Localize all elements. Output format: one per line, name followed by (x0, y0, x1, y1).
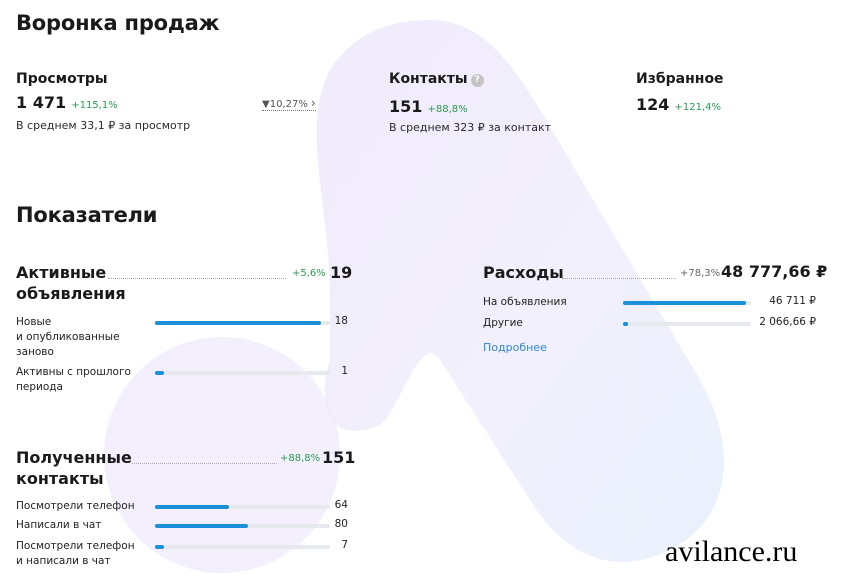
label-line: Написали в чат (16, 519, 102, 531)
label-line: и написали в чат (16, 555, 111, 567)
contacts-change: +88,8% (427, 104, 468, 115)
progress-bar (155, 505, 330, 509)
received-contacts-change: +88,8% (280, 453, 321, 464)
favorites-change: +121,4% (674, 102, 722, 113)
favorites-stat: 124 +121,4% (636, 95, 721, 114)
indicators-title: Показатели (16, 203, 158, 227)
views-label: Просмотры (16, 71, 108, 87)
received-contacts-title-line2: контакты (16, 469, 104, 488)
watermark: avilance.ru (665, 535, 798, 568)
progress-fill (623, 301, 746, 305)
views-value: 1 471 (16, 93, 67, 112)
dotted-leader (108, 278, 286, 279)
progress-bar (623, 322, 751, 326)
contacts-avg: В среднем 323 ₽ за контакт (389, 121, 552, 134)
label-line: Новые (16, 316, 52, 328)
contacts-label: Контакты (389, 71, 468, 87)
expenses-title: Расходы (483, 263, 564, 282)
conversion-value: 10,27% (269, 99, 308, 110)
label-line: и опубликованные (16, 331, 120, 343)
received-contacts-title-line1: Полученные (16, 448, 132, 467)
row-new-label: Новые и опубликованные заново (16, 315, 120, 360)
progress-bar (155, 524, 330, 528)
views-avg: В среднем 33,1 ₽ за просмотр (16, 119, 191, 132)
row-both-value: 7 (341, 539, 348, 551)
received-contacts-title: Полученные контакты (16, 447, 132, 489)
label-line: заново (16, 346, 54, 358)
expense-ads-value: 46 711 ₽ (769, 295, 816, 307)
label-line: Посмотрели телефон (16, 500, 135, 512)
contacts-value: 151 (389, 97, 423, 116)
label-line: периода (16, 381, 63, 393)
progress-bar (155, 545, 330, 549)
dotted-leader (562, 278, 676, 279)
label-line: Посмотрели телефон (16, 540, 135, 552)
active-ads-title-line1: Активные (16, 263, 107, 282)
expenses-value: 48 777,66 ₽ (721, 262, 828, 281)
received-contacts-value: 151 (322, 448, 356, 467)
label-line: Активны с прошлого (16, 366, 131, 378)
active-ads-title: Активные объявления (16, 262, 126, 304)
funnel-title: Воронка продаж (16, 11, 220, 35)
row-chat-value: 80 (334, 518, 348, 530)
views-stat: 1 471 +115,1% (16, 93, 118, 112)
progress-fill (155, 321, 322, 325)
more-details-link[interactable]: Подробнее (483, 341, 547, 354)
progress-bar (155, 321, 330, 325)
favorites-label: Избранное (636, 71, 724, 87)
row-both-label: Посмотрели телефон и написали в чат (16, 539, 135, 569)
row-new-value: 18 (334, 315, 348, 327)
expense-other-value: 2 066,66 ₽ (759, 316, 816, 328)
progress-fill (155, 505, 229, 509)
progress-bar (623, 301, 751, 305)
progress-fill (155, 524, 248, 528)
contacts-label-row: Контакты? (389, 71, 484, 87)
row-chat-label: Написали в чат (16, 518, 101, 533)
progress-fill (623, 322, 629, 326)
progress-bar (155, 371, 330, 375)
progress-fill (155, 371, 164, 375)
help-icon[interactable]: ? (470, 74, 484, 87)
dotted-leader (132, 463, 277, 464)
funnel-icon: ▼ (262, 99, 270, 110)
expense-ads-label: На объявления (483, 296, 567, 308)
chevron-right-icon: › (311, 96, 316, 110)
progress-fill (155, 545, 164, 549)
row-prev-value: 1 (341, 365, 348, 377)
active-ads-title-line2: объявления (16, 284, 126, 303)
conversion-link[interactable]: ▼10,27% › (262, 96, 316, 111)
active-ads-value: 19 (330, 263, 353, 282)
expenses-change: +78,3% (680, 268, 721, 279)
expense-other-label: Другие (483, 317, 523, 329)
favorites-value: 124 (636, 95, 670, 114)
contacts-stat: 151 +88,8% (389, 97, 468, 116)
views-change: +115,1% (71, 100, 118, 111)
row-phone-label: Посмотрели телефон (16, 499, 135, 514)
row-prev-label: Активны с прошлого периода (16, 365, 131, 395)
row-phone-value: 64 (334, 499, 348, 511)
active-ads-change: +5,6% (292, 268, 326, 279)
